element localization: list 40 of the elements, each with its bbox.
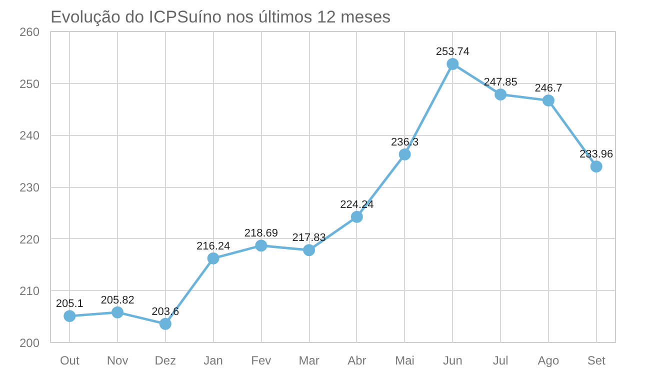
- x-tick-label: Mar: [298, 354, 320, 368]
- chart-title: Evolução do ICPSuíno nos últimos 12 meses: [50, 8, 391, 26]
- point: [159, 318, 172, 330]
- data-label: 205.82: [100, 294, 134, 306]
- y-tick-label: 200: [19, 336, 40, 350]
- point: [112, 306, 124, 318]
- y-tick-label: 210: [19, 284, 40, 298]
- point: [590, 160, 602, 172]
- data-label: 246.7: [534, 82, 562, 94]
- x-tick-label: Jan: [204, 354, 223, 368]
- point: [398, 148, 411, 160]
- y-tick-label: 250: [19, 76, 40, 91]
- y-tick-label: 220: [19, 232, 40, 246]
- x-tick-label: Jul: [492, 354, 508, 368]
- point: [303, 244, 316, 256]
- x-tick-label: Dez: [154, 354, 176, 368]
- x-tick-label: Out: [60, 354, 80, 368]
- x-tick-label: Mai: [395, 354, 414, 368]
- x-tick-label: Fev: [251, 354, 272, 368]
- y-tick-label: 230: [19, 180, 40, 194]
- point: [64, 310, 76, 322]
- y-tick-label: 240: [19, 128, 40, 143]
- y-tick-label: 260: [19, 25, 40, 39]
- point: [350, 210, 363, 223]
- x-tick-label: Jun: [443, 354, 462, 368]
- data-label: 218.69: [244, 228, 278, 240]
- x-tick-label: Abr: [348, 354, 366, 368]
- point: [207, 252, 220, 264]
- x-tick-label: Nov: [106, 354, 128, 368]
- point: [542, 94, 554, 106]
- data-label: 216.24: [196, 240, 230, 252]
- x-tick-label: Ago: [538, 354, 560, 368]
- point: [255, 240, 268, 252]
- x-tick-label: Set: [587, 354, 606, 368]
- data-label: 205.1: [56, 298, 84, 310]
- point: [494, 88, 507, 100]
- data-label: 247.85: [484, 76, 518, 88]
- data-label: 217.83: [292, 232, 326, 244]
- data-label: 253.74: [436, 46, 470, 58]
- point: [446, 58, 459, 70]
